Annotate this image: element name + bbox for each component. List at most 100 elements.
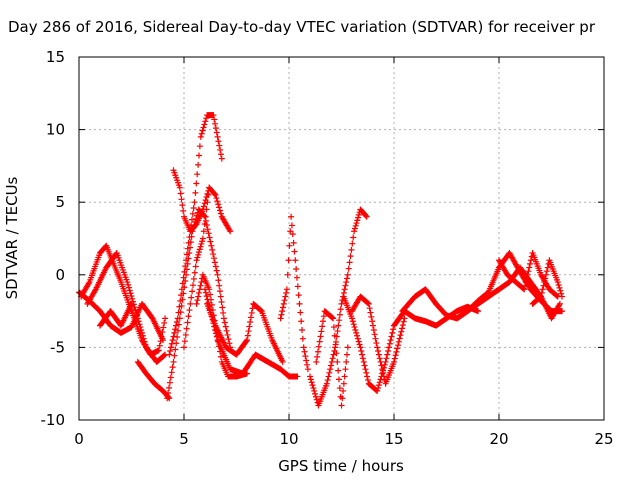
data-point: [201, 220, 208, 227]
data-point: [207, 310, 214, 317]
data-point: [340, 380, 347, 387]
data-point: [168, 340, 175, 347]
data-point: [394, 345, 401, 352]
data-point: [295, 292, 302, 299]
data-point: [166, 379, 173, 386]
data-point: [380, 369, 387, 376]
data-point: [188, 216, 195, 223]
data-point: [210, 112, 217, 119]
data-point: [161, 319, 168, 326]
data-point: [376, 379, 383, 386]
data-point: [328, 358, 335, 365]
data-point: [522, 279, 529, 286]
data-point: [202, 289, 209, 296]
data-point: [133, 312, 140, 319]
data-point: [365, 300, 372, 307]
data-point: [202, 213, 209, 220]
data-point: [186, 307, 193, 314]
data-point: [343, 358, 350, 365]
y-tick-label: 10: [46, 121, 65, 139]
data-point: [385, 344, 392, 351]
data-point: [193, 257, 200, 264]
y-tick-label: 15: [46, 48, 65, 66]
series-track-16: [340, 293, 481, 394]
data-point: [330, 351, 337, 358]
data-point: [205, 230, 212, 237]
data-point: [138, 326, 145, 333]
data-point: [362, 212, 369, 219]
data-point: [125, 281, 132, 288]
data-point: [341, 286, 348, 293]
data-point: [311, 387, 318, 394]
data-point: [217, 146, 224, 153]
data-point: [141, 338, 148, 345]
data-point: [205, 299, 212, 306]
data-point: [344, 271, 351, 278]
data-point: [362, 366, 369, 373]
data-point: [185, 239, 192, 246]
data-point: [217, 293, 224, 300]
data-point: [190, 275, 197, 282]
data-point: [227, 228, 234, 235]
data-point: [212, 191, 219, 198]
data-point: [553, 292, 560, 299]
data-point: [293, 274, 300, 281]
data-point: [327, 366, 334, 373]
data-point: [175, 309, 182, 316]
data-point: [200, 228, 207, 235]
data-point: [556, 300, 563, 307]
data-point: [136, 321, 143, 328]
data-point: [538, 293, 544, 300]
data-point: [314, 353, 321, 360]
data-point: [378, 362, 385, 369]
data-point: [308, 379, 315, 386]
data-point: [344, 344, 351, 351]
data-point: [363, 213, 370, 220]
x-tick-label: 10: [279, 430, 298, 448]
data-point: [320, 313, 327, 320]
data-point: [355, 214, 362, 221]
data-point: [176, 303, 183, 310]
data-point: [159, 329, 166, 336]
data-point: [180, 207, 187, 214]
data-point: [351, 324, 358, 331]
data-point: [348, 246, 355, 253]
data-point: [219, 304, 226, 311]
data-point: [195, 289, 202, 296]
data-point: [158, 333, 165, 340]
data-point: [218, 299, 225, 306]
data-point: [181, 338, 188, 345]
data-point: [126, 287, 133, 294]
data-point: [199, 127, 206, 134]
data-point: [381, 361, 388, 368]
data-point: [125, 284, 132, 291]
data-point: [199, 238, 206, 245]
data-point: [332, 341, 339, 348]
data-point: [370, 322, 376, 329]
data-point: [522, 282, 529, 289]
data-point: [207, 238, 214, 245]
data-point: [165, 390, 172, 397]
data-point: [285, 257, 292, 264]
data-point: [190, 205, 197, 212]
data-point: [178, 286, 185, 293]
data-point: [395, 342, 402, 349]
data-point: [559, 293, 565, 300]
data-point: [207, 306, 214, 313]
data-point: [324, 377, 331, 384]
data-point: [226, 340, 233, 347]
data-point: [349, 315, 355, 322]
data-point: [128, 293, 135, 300]
data-point: [172, 346, 179, 353]
data-point: [329, 314, 336, 321]
data-point: [395, 338, 402, 345]
data-point: [185, 313, 192, 320]
x-tick-label: 0: [74, 430, 84, 448]
data-point: [382, 358, 389, 365]
data-point: [336, 311, 343, 318]
data-point: [347, 253, 354, 260]
data-point: [208, 301, 215, 308]
series-track-15: [313, 308, 351, 409]
series-track-21: [529, 257, 565, 307]
data-point: [206, 303, 213, 310]
